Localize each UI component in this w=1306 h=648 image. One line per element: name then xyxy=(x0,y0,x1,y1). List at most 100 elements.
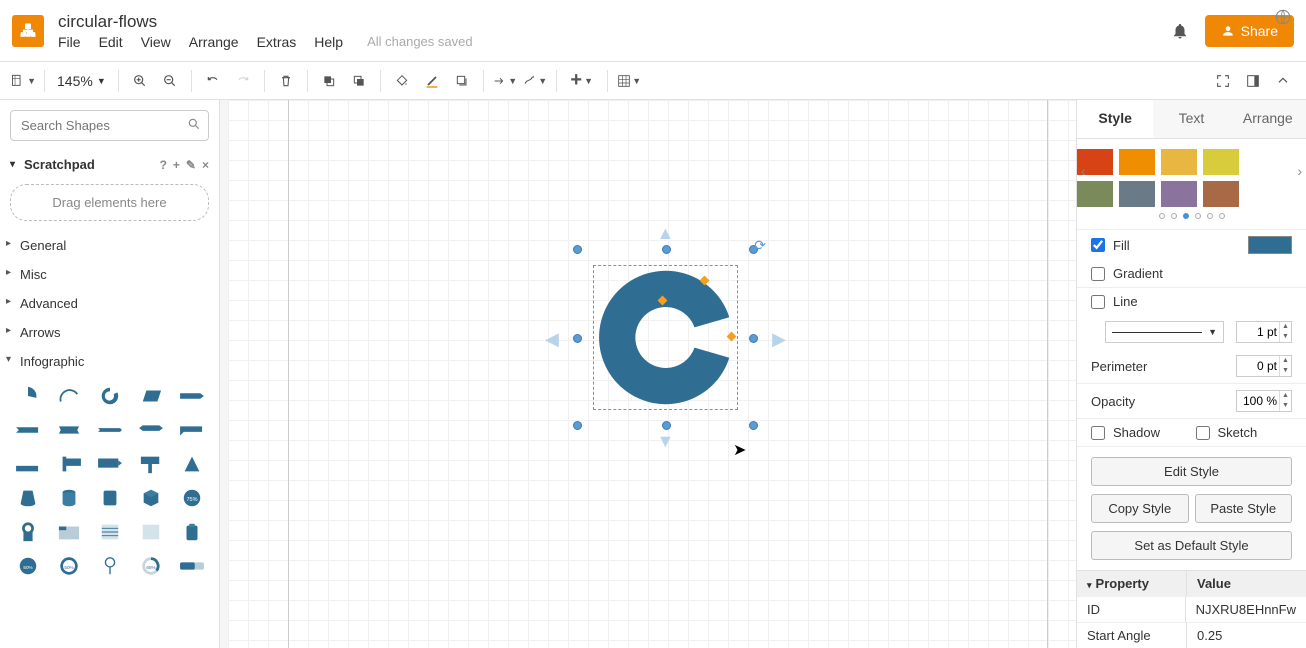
search-shapes-input[interactable] xyxy=(10,110,209,141)
shape-banner[interactable] xyxy=(51,416,86,444)
edit-style-button[interactable]: Edit Style xyxy=(1091,457,1292,486)
color-swatch[interactable] xyxy=(1119,149,1155,175)
property-row[interactable]: IDNJXRU8EHnnFw xyxy=(1077,596,1306,622)
fill-color-chip[interactable] xyxy=(1248,236,1292,254)
palette-dot[interactable] xyxy=(1159,213,1165,219)
shape-pin[interactable] xyxy=(92,552,127,580)
selected-shape[interactable]: ⟳ ▲ ▼ ◀ ▶ xyxy=(593,265,738,410)
paste-style-button[interactable]: Paste Style xyxy=(1195,494,1293,523)
property-row[interactable]: Start Angle0.25 xyxy=(1077,622,1306,648)
palette-prev-icon[interactable]: ‹ xyxy=(1081,163,1086,179)
resize-handle[interactable] xyxy=(573,245,582,254)
tab-arrange[interactable]: Arrange xyxy=(1230,100,1306,138)
color-swatch[interactable] xyxy=(1203,149,1239,175)
stepper-down-icon[interactable]: ▼ xyxy=(1279,401,1291,411)
shape-circle-pct[interactable]: 75% xyxy=(174,484,209,512)
palette-dot[interactable] xyxy=(1219,213,1225,219)
shape-cube[interactable] xyxy=(133,484,168,512)
resize-handle[interactable] xyxy=(749,421,758,430)
menu-help[interactable]: Help xyxy=(314,34,343,50)
app-logo[interactable] xyxy=(12,15,44,47)
shape-cylinder2[interactable] xyxy=(92,484,127,512)
scratchpad-close-icon[interactable]: × xyxy=(202,158,209,172)
fullscreen-button[interactable] xyxy=(1210,68,1236,94)
palette-next-icon[interactable]: › xyxy=(1297,163,1302,179)
shape-card[interactable] xyxy=(51,518,86,546)
shape-step[interactable] xyxy=(133,416,168,444)
resize-handle[interactable] xyxy=(749,334,758,343)
category-advanced[interactable]: Advanced xyxy=(0,289,219,318)
category-arrows[interactable]: Arrows xyxy=(0,318,219,347)
shape-cone[interactable] xyxy=(10,484,45,512)
sketch-checkbox[interactable] xyxy=(1196,426,1210,440)
stepper-up-icon[interactable]: ▲ xyxy=(1279,356,1291,366)
fill-checkbox[interactable] xyxy=(1091,238,1105,252)
shape-bar2[interactable] xyxy=(174,552,209,580)
document-title[interactable]: circular-flows xyxy=(58,12,1171,32)
shape-ribbon2[interactable] xyxy=(10,416,45,444)
resize-handle[interactable] xyxy=(573,334,582,343)
shape-badge[interactable]: 50% xyxy=(10,552,45,580)
tab-style[interactable]: Style xyxy=(1077,100,1153,138)
category-general[interactable]: General xyxy=(0,231,219,260)
resize-handle[interactable] xyxy=(662,421,671,430)
stepper-up-icon[interactable]: ▲ xyxy=(1279,322,1291,332)
shape-cylinder[interactable] xyxy=(51,484,86,512)
shape-ring[interactable]: 50% xyxy=(51,552,86,580)
shape-tag[interactable] xyxy=(10,518,45,546)
shape-folded[interactable] xyxy=(174,416,209,444)
line-style-dropdown[interactable]: ▼ xyxy=(1105,321,1224,343)
connect-arrow-icon[interactable]: ▼ xyxy=(657,431,675,452)
redo-button[interactable] xyxy=(230,68,256,94)
fill-color-button[interactable] xyxy=(389,68,415,94)
shape-progress[interactable]: 65% xyxy=(133,552,168,580)
palette-dot[interactable] xyxy=(1183,213,1189,219)
menu-view[interactable]: View xyxy=(141,34,171,50)
connect-arrow-icon[interactable]: ◀ xyxy=(545,329,559,350)
color-swatch[interactable] xyxy=(1203,181,1239,207)
collapse-button[interactable] xyxy=(1270,68,1296,94)
stepper-down-icon[interactable]: ▼ xyxy=(1279,366,1291,376)
resize-handle[interactable] xyxy=(662,245,671,254)
stepper-down-icon[interactable]: ▼ xyxy=(1279,332,1291,342)
resize-handle[interactable] xyxy=(573,421,582,430)
shape-bar[interactable] xyxy=(10,450,45,478)
stepper-up-icon[interactable]: ▲ xyxy=(1279,391,1291,401)
tab-text[interactable]: Text xyxy=(1153,100,1229,138)
category-misc[interactable]: Misc xyxy=(0,260,219,289)
shape-note[interactable] xyxy=(92,518,127,546)
language-icon[interactable] xyxy=(1274,8,1292,26)
zoom-dropdown[interactable]: 145%▼ xyxy=(53,73,110,89)
menu-extras[interactable]: Extras xyxy=(257,34,297,50)
scratchpad-add-icon[interactable]: + xyxy=(173,158,180,172)
scratchpad-dropzone[interactable]: Drag elements here xyxy=(10,184,209,221)
shape-bracket[interactable] xyxy=(51,450,86,478)
menu-arrange[interactable]: Arrange xyxy=(189,34,239,50)
color-swatch[interactable] xyxy=(1161,181,1197,207)
search-icon[interactable] xyxy=(187,117,201,134)
palette-dot[interactable] xyxy=(1195,213,1201,219)
shape-donut[interactable] xyxy=(92,382,127,410)
palette-dot[interactable] xyxy=(1207,213,1213,219)
shape-clipboard[interactable] xyxy=(174,518,209,546)
gradient-checkbox[interactable] xyxy=(1091,267,1105,281)
shadow-checkbox[interactable] xyxy=(1091,426,1105,440)
to-front-button[interactable] xyxy=(316,68,342,94)
menu-file[interactable]: File xyxy=(58,34,81,50)
set-default-style-button[interactable]: Set as Default Style xyxy=(1091,531,1292,560)
line-color-button[interactable] xyxy=(419,68,445,94)
page-layout-button[interactable]: ▼ xyxy=(10,68,36,94)
connect-arrow-icon[interactable]: ▶ xyxy=(772,329,786,350)
shape-callout[interactable] xyxy=(92,450,127,478)
shape-pie[interactable] xyxy=(10,382,45,410)
shadow-button[interactable] xyxy=(449,68,475,94)
palette-dot[interactable] xyxy=(1171,213,1177,219)
line-checkbox[interactable] xyxy=(1091,295,1105,309)
connect-arrow-icon[interactable]: ▲ xyxy=(657,223,675,244)
shape-arc[interactable] xyxy=(51,382,86,410)
color-swatch[interactable] xyxy=(1119,181,1155,207)
zoom-in-button[interactable] xyxy=(127,68,153,94)
shape-ribbon[interactable] xyxy=(174,382,209,410)
table-button[interactable]: ▼ xyxy=(616,68,642,94)
shape-ribbon3[interactable] xyxy=(92,416,127,444)
